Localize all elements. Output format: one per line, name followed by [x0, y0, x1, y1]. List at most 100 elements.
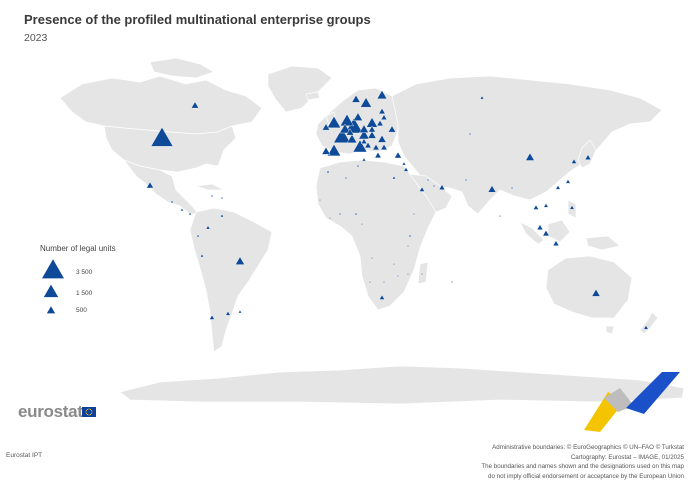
legend-label-3500: 3 500 [76, 269, 93, 276]
marker-belgium [339, 123, 351, 134]
marker-portugal [321, 146, 331, 155]
map-title: Presence of the profiled multinational e… [24, 12, 371, 27]
marker-cyprus [401, 161, 407, 166]
marker-greece [374, 151, 382, 159]
marker-mexico [146, 181, 154, 189]
land-greenland [267, 65, 333, 113]
marker-chile [209, 314, 215, 320]
marker-namibia [368, 280, 372, 283]
marker-madagascar [420, 272, 424, 275]
land-madagascar [417, 261, 429, 285]
marker-colombia [205, 225, 211, 230]
marker-saudi-arabia [419, 186, 425, 192]
marker-ecuador [196, 233, 200, 238]
land-africa [315, 159, 437, 311]
marker-australia [591, 288, 601, 297]
marker-mozambique [406, 272, 410, 275]
marker-pakistan [464, 178, 468, 181]
marker-algeria [344, 176, 348, 179]
marker-nigeria [354, 212, 358, 215]
marker-croatia [364, 141, 372, 149]
land-south-america [189, 207, 273, 353]
marker-mauritius [450, 280, 454, 283]
land-australia [545, 255, 633, 319]
marker-turkey [394, 151, 402, 159]
marker-switzerland [346, 133, 358, 144]
marker-costa-rica [180, 207, 184, 212]
land-antarctica [119, 365, 685, 405]
credit-line: The boundaries and names shown and the d… [481, 463, 684, 470]
land-usa [103, 125, 237, 173]
eurostat-ribbon-graphic [584, 372, 680, 432]
land-japan [577, 139, 597, 169]
legend-label-500: 500 [76, 307, 87, 314]
marker-india [487, 185, 497, 193]
map-subtitle: 2023 [24, 32, 48, 44]
land-borneo [547, 219, 571, 243]
marker-peru [199, 253, 205, 258]
marker-cameroon [360, 222, 364, 225]
marker-layer [146, 89, 649, 330]
marker-romania [377, 134, 387, 143]
marker-malaysia [536, 224, 544, 230]
marker-senegal [318, 198, 322, 201]
marker-united-states [150, 126, 174, 147]
legend-symbol-500 [46, 306, 56, 314]
marker-panama [188, 211, 192, 216]
marker-indonesia [552, 240, 560, 246]
marker-ethiopia [412, 212, 416, 215]
marker-new-zealand [643, 324, 649, 330]
marker-luxembourg [345, 128, 355, 136]
land-arctic-islands [149, 57, 215, 79]
marker-ukraine [387, 125, 397, 133]
marker-kuwait [426, 178, 430, 181]
marker-vietnam [543, 202, 549, 208]
marker-tunisia [356, 164, 360, 167]
marker-france [333, 127, 351, 144]
marker-lithuania [376, 119, 384, 127]
legend-label-1500: 1 500 [76, 290, 93, 297]
marker-botswana [382, 280, 386, 283]
marker-hungary [367, 130, 377, 139]
marker-slovenia [360, 138, 368, 144]
marker-china [525, 152, 535, 161]
marker-japan [584, 154, 592, 160]
land-canada [59, 75, 263, 135]
marker-south-africa [379, 294, 385, 300]
marker-philippines [569, 204, 575, 210]
marker-malta [361, 157, 367, 162]
marker-venezuela [219, 213, 225, 218]
marker-cote-d-ivoire [328, 216, 332, 219]
marker-netherlands [339, 113, 355, 127]
land-new-guinea [585, 235, 621, 251]
credit-line: do not imply official endorsement or acc… [488, 472, 684, 480]
marker-guatemala [170, 199, 174, 204]
marker-taiwan [565, 178, 571, 184]
legend-symbols [42, 259, 64, 314]
marker-russia [479, 95, 485, 100]
marker-norway [351, 94, 361, 103]
marker-united-arab-emirates [438, 184, 446, 190]
land-tasmania [605, 325, 615, 335]
marker-qatar [432, 184, 436, 187]
marker-latvia [380, 114, 388, 120]
legend-symbol-3500 [42, 259, 64, 279]
marker-bulgaria [380, 143, 388, 151]
marker-slovakia [368, 125, 376, 133]
marker-united-kingdom [326, 115, 342, 129]
marker-spain [326, 143, 342, 157]
marker-ireland [321, 123, 331, 131]
marker-morocco [326, 169, 330, 174]
marker-dominican-republic [210, 194, 214, 197]
marker-denmark [353, 112, 363, 121]
marker-finland [376, 89, 388, 100]
marker-tanzania [406, 244, 410, 247]
marker-puerto-rico [220, 196, 224, 199]
map-credits: Administrative boundaries: © EuroGeograp… [404, 443, 684, 481]
marker-thailand [533, 204, 539, 210]
eurostat-logo: eurostat [18, 402, 83, 421]
land-sumatra [519, 221, 545, 245]
legend-symbol-1500 [43, 284, 59, 298]
credit-line: Administrative boundaries: © EuroGeograp… [492, 444, 684, 451]
